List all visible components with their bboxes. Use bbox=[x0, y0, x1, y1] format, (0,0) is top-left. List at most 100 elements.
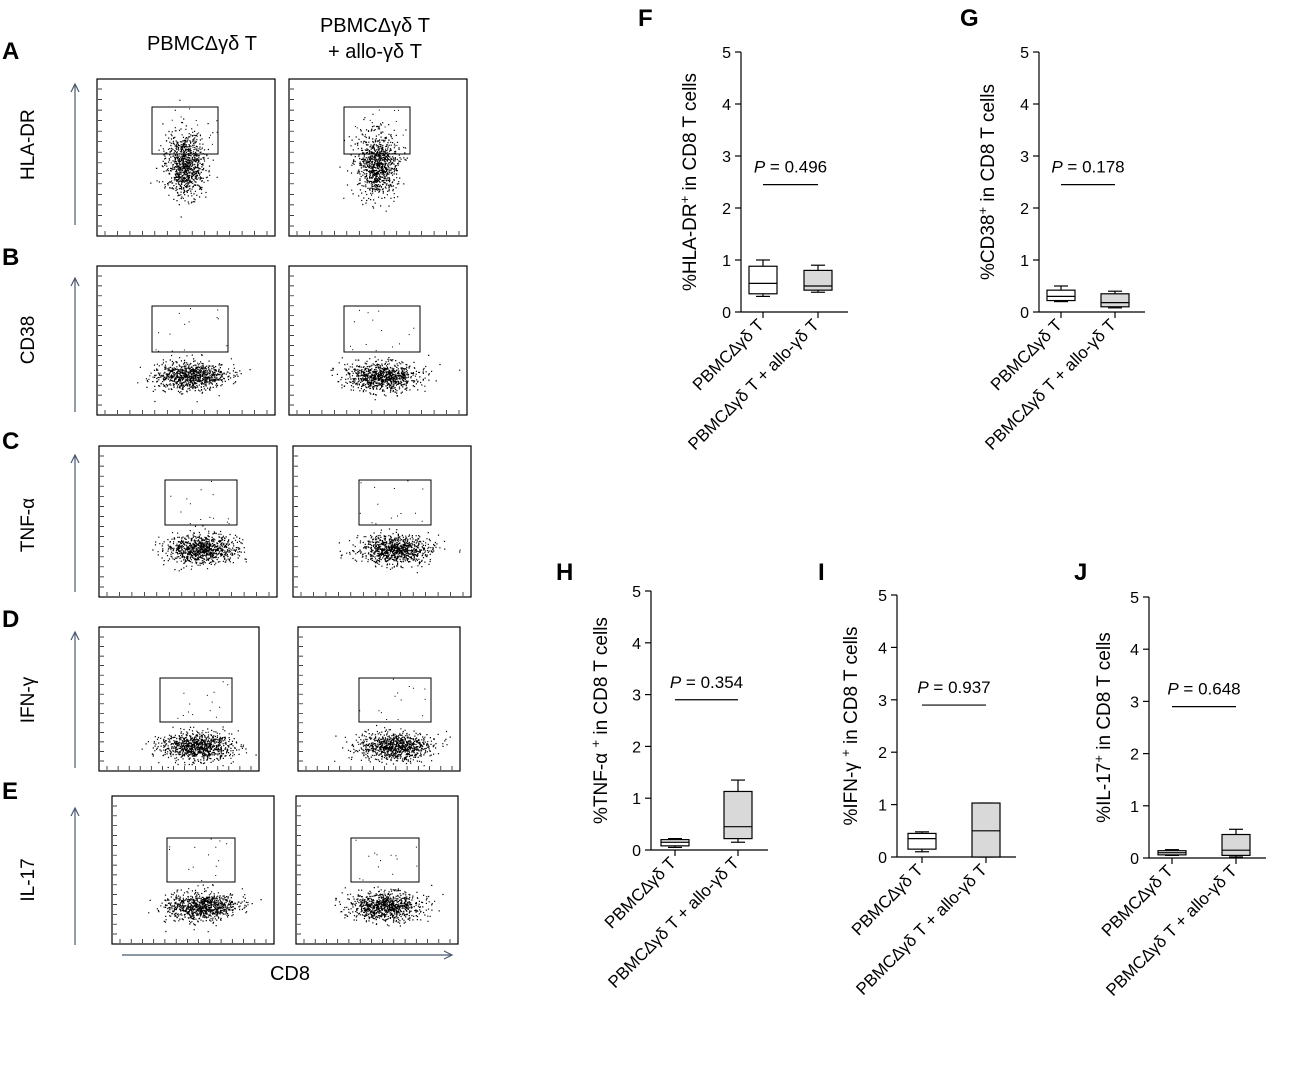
flow-plot-frame bbox=[96, 265, 276, 416]
y-tick-label: 3 bbox=[1130, 694, 1139, 711]
flow-plot-frame bbox=[98, 445, 278, 598]
y-tick-label: 4 bbox=[878, 640, 887, 657]
flow-plot-frame bbox=[292, 445, 472, 598]
y-tick-label: 0 bbox=[1020, 305, 1029, 322]
y-tick-label: 1 bbox=[1020, 253, 1029, 270]
panel-label-f: F bbox=[638, 5, 653, 32]
flow-events bbox=[141, 681, 257, 769]
box-iqr bbox=[971, 802, 1001, 858]
x-category-label: PBMC∆γδ T + allo-γδ T bbox=[852, 860, 990, 998]
box-control bbox=[1046, 285, 1076, 303]
flow-gate bbox=[358, 677, 432, 723]
y-tick-label: 5 bbox=[632, 584, 641, 601]
flow-gate bbox=[358, 479, 432, 526]
y-axis-label: %IFN-γ + in CD8 T cells bbox=[838, 626, 863, 825]
flow-axis-ticks bbox=[100, 455, 270, 596]
y-arrowhead-e bbox=[70, 806, 80, 817]
y-tick-label: 0 bbox=[878, 850, 887, 867]
flow-plot-4-1 bbox=[295, 795, 459, 945]
y-tick-label: 3 bbox=[1020, 149, 1029, 166]
flow-axis-ticks bbox=[290, 275, 460, 414]
flow-axis-ticks bbox=[297, 805, 451, 943]
x-category-label: PBMC∆γδ T + allo-γδ T bbox=[1102, 861, 1240, 999]
y-tick-label: 3 bbox=[878, 693, 887, 710]
box-treated bbox=[803, 264, 833, 293]
y-tick-label: 0 bbox=[1130, 851, 1139, 868]
flow-plot-frame bbox=[288, 265, 468, 416]
flow-axis-ticks bbox=[100, 636, 252, 770]
flow-gate bbox=[159, 677, 233, 723]
column-label-control: PBMCΔγδ T bbox=[146, 33, 258, 55]
box-iqr bbox=[1221, 833, 1251, 856]
flow-plot-1-0 bbox=[96, 265, 276, 416]
y-tick-label: 3 bbox=[632, 688, 641, 705]
flow-gate bbox=[343, 106, 411, 155]
panel-label-a: A bbox=[2, 38, 20, 65]
panel-label-j: J bbox=[1074, 559, 1087, 586]
flow-plot-4-0 bbox=[111, 795, 275, 945]
y-tick-label: 5 bbox=[1020, 45, 1029, 62]
y-tick-label: 3 bbox=[722, 149, 731, 166]
box-iqr bbox=[723, 790, 753, 840]
box-iqr bbox=[907, 832, 937, 850]
flow-axis-ticks bbox=[299, 636, 453, 770]
flow-plot-2-1 bbox=[292, 445, 472, 598]
panel-label-c: C bbox=[2, 428, 20, 455]
flow-gate bbox=[164, 479, 238, 526]
y-tick-label: 1 bbox=[1130, 799, 1139, 816]
y-tick-label: 4 bbox=[1130, 642, 1139, 659]
box-treated bbox=[1221, 828, 1251, 858]
flow-plot-3-1 bbox=[297, 626, 461, 772]
y-tick-label: 2 bbox=[722, 201, 731, 218]
flow-events bbox=[339, 109, 408, 212]
flow-plot-0-0 bbox=[96, 78, 276, 237]
y-tick-label: 4 bbox=[722, 97, 731, 114]
y-tick-label: 2 bbox=[1020, 201, 1029, 218]
y-arrowhead-a bbox=[70, 82, 80, 93]
flow-axis-ticks bbox=[113, 805, 267, 943]
y-arrowhead-b bbox=[70, 276, 80, 287]
y-tick-label: 1 bbox=[878, 798, 887, 815]
flow-gate bbox=[343, 305, 421, 353]
panel-label-h: H bbox=[556, 559, 573, 586]
panel-label-d: D bbox=[2, 606, 20, 633]
y-axis-label: %HLA-DR+ in CD8 T cells bbox=[677, 73, 702, 291]
flow-events bbox=[334, 678, 451, 767]
panel-label-i: I bbox=[818, 559, 825, 586]
flow-events bbox=[150, 99, 218, 218]
y-axis-label: %IL-17+ in CD8 T cells bbox=[1091, 632, 1116, 823]
panel-label-b: B bbox=[2, 244, 20, 271]
y-axis-label: %TNF-α + in CD8 T cells bbox=[588, 617, 613, 824]
p-value-label: P = 0.178 bbox=[1051, 158, 1124, 177]
flow-plot-0-1 bbox=[288, 78, 468, 237]
p-value-label: P = 0.496 bbox=[754, 158, 827, 177]
y-axis-label: %CD38+ in CD8 T cells bbox=[975, 84, 1000, 280]
column-label-treated-line2: + allo-γδ T bbox=[328, 41, 422, 63]
box-plot-j: J 0 1 2 3 4 5 %IL-17+ in CD8 T cells P = 0.648 PB… bbox=[1074, 559, 1266, 1000]
y-tick-label: 5 bbox=[878, 588, 887, 605]
panel-label-e: E bbox=[2, 778, 19, 805]
flow-events bbox=[152, 481, 247, 572]
box-treated bbox=[1100, 290, 1130, 309]
panel-label-g: G bbox=[960, 5, 979, 32]
y-tick-label: 1 bbox=[722, 253, 731, 270]
y-tick-label: 0 bbox=[722, 305, 731, 322]
p-value-label: P = 0.648 bbox=[1167, 680, 1240, 699]
flow-plot-frame bbox=[288, 78, 468, 237]
x-category-label: PBMC∆γδ T + allo-γδ T bbox=[604, 853, 742, 991]
box-control bbox=[1157, 849, 1187, 856]
flow-events bbox=[137, 308, 251, 403]
box-iqr bbox=[803, 269, 833, 291]
box-treated bbox=[971, 802, 1001, 858]
box-treated bbox=[723, 779, 753, 843]
flow-events bbox=[334, 839, 444, 927]
flow-gate bbox=[151, 305, 229, 353]
x-axis-label-cd8: CD8 bbox=[269, 963, 310, 985]
flow-plot-3-0 bbox=[98, 626, 260, 772]
y-tick-label: 5 bbox=[1130, 590, 1139, 607]
y-tick-label: 2 bbox=[632, 739, 641, 756]
flow-axis-ticks bbox=[294, 455, 464, 596]
y-arrowhead-c bbox=[70, 453, 80, 464]
